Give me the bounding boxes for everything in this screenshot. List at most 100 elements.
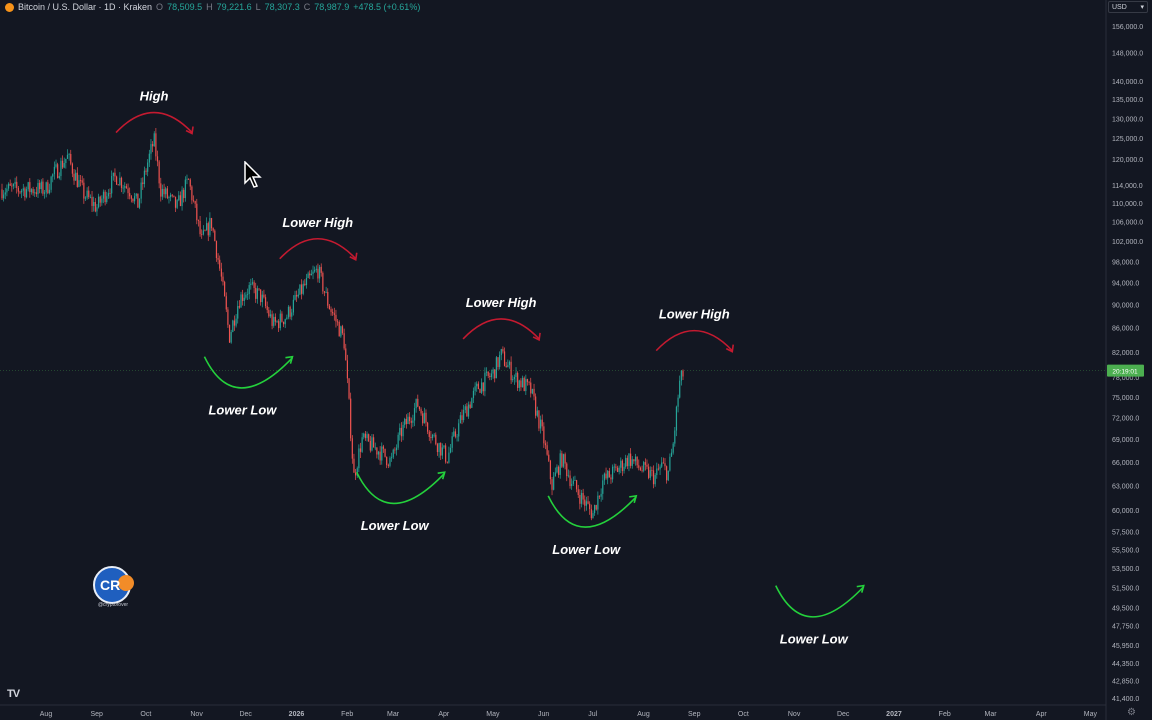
- currency-selector[interactable]: USD ▾: [1108, 1, 1148, 13]
- candle-body: [438, 442, 440, 453]
- candle-body: [554, 472, 556, 477]
- high-arc: [115, 111, 193, 134]
- candle-body: [153, 133, 155, 147]
- candle-body: [356, 468, 358, 476]
- candle-body: [250, 283, 252, 286]
- candle-body: [70, 154, 72, 164]
- candle-body: [323, 291, 326, 293]
- candle-body: [7, 183, 10, 189]
- x-tick-label: Nov: [788, 711, 801, 718]
- candle-body: [472, 390, 475, 399]
- candle-body: [407, 416, 409, 425]
- y-tick-label: 51,500.0: [1112, 585, 1139, 592]
- candle-body: [138, 198, 141, 208]
- candle-body: [114, 172, 116, 177]
- candle-body: [214, 230, 216, 242]
- candle-body: [579, 495, 581, 504]
- candle-body: [557, 466, 560, 475]
- candle-body: [309, 273, 311, 276]
- candle-body: [158, 161, 160, 184]
- candle-body: [312, 271, 314, 274]
- x-tick-label: 2027: [886, 711, 902, 718]
- candle-body: [381, 446, 383, 461]
- candle-body: [551, 479, 553, 490]
- arrowhead: [185, 126, 194, 135]
- candle-body: [79, 180, 82, 182]
- y-tick-label: 106,000.0: [1112, 220, 1143, 227]
- candle-body: [652, 470, 655, 485]
- candle-body: [361, 437, 363, 452]
- candle-body: [595, 505, 597, 510]
- tradingview-logo-icon[interactable]: TV: [7, 688, 20, 700]
- x-tick-label: Feb: [939, 711, 951, 718]
- candle-body: [564, 454, 566, 464]
- mouse-cursor-icon: [244, 161, 262, 188]
- candle-body: [225, 296, 227, 310]
- candle-body: [156, 156, 159, 162]
- candle-body: [299, 284, 301, 295]
- candle-body: [91, 196, 93, 206]
- y-tick-label: 94,000.0: [1112, 281, 1139, 288]
- candle-body: [63, 163, 65, 168]
- candle-body: [242, 294, 244, 301]
- candle-body: [593, 505, 596, 514]
- y-tick-label: 44,350.0: [1112, 661, 1139, 668]
- x-tick-label: May: [486, 711, 500, 718]
- candle-body: [562, 454, 565, 467]
- candle-body: [386, 456, 388, 465]
- currency-label: USD: [1112, 4, 1127, 11]
- candle-body: [327, 291, 329, 306]
- candle-body: [538, 410, 540, 429]
- candle-body: [119, 177, 121, 185]
- candle-body: [256, 288, 258, 299]
- candle-body: [310, 273, 312, 276]
- candle-body: [165, 188, 167, 195]
- candle-body: [445, 445, 447, 462]
- candle-body: [39, 182, 41, 190]
- candle-body: [559, 453, 561, 475]
- x-tick-label: Feb: [341, 711, 353, 718]
- gear-icon[interactable]: ⚙: [1127, 707, 1136, 718]
- y-tick-label: 53,500.0: [1112, 566, 1139, 573]
- candle-body: [440, 442, 442, 456]
- x-tick-label: Dec: [239, 711, 252, 718]
- candle-body: [273, 316, 275, 326]
- y-tick-label: 45,950.0: [1112, 643, 1139, 650]
- symbol-title[interactable]: Bitcoin / U.S. Dollar · 1D · Kraken: [18, 2, 153, 12]
- candle-body: [391, 457, 393, 459]
- y-tick-label: 98,000.0: [1112, 259, 1139, 266]
- candle-body: [14, 181, 16, 184]
- y-tick-label: 42,850.0: [1112, 679, 1139, 686]
- candle-body: [71, 163, 73, 174]
- candle-body: [178, 195, 180, 201]
- candle-body: [333, 313, 335, 315]
- candle-body: [479, 389, 481, 393]
- candle-body: [224, 281, 226, 297]
- candle-body: [354, 472, 357, 476]
- candle-body: [674, 430, 676, 444]
- candle-body: [366, 434, 368, 439]
- candle-body: [17, 187, 19, 192]
- x-tick-label: Apr: [1036, 711, 1048, 718]
- candle-body: [662, 462, 664, 464]
- candle-body: [492, 369, 494, 374]
- candle-body: [431, 434, 434, 438]
- candle-body: [525, 379, 527, 391]
- candle-body: [474, 386, 476, 391]
- candle-body: [24, 188, 26, 198]
- candle-body: [16, 181, 18, 188]
- x-tick-label: Aug: [40, 711, 53, 718]
- candle-body: [186, 178, 188, 180]
- candle-body: [399, 427, 401, 435]
- candle-body: [209, 218, 211, 236]
- watermark-initials: CR: [100, 577, 121, 593]
- candle-body: [133, 196, 136, 202]
- candle-body: [76, 172, 78, 187]
- change-value: +478.5 (+0.61%): [353, 2, 421, 12]
- low-label: Lower Low: [780, 632, 849, 647]
- candle-body: [533, 388, 535, 397]
- candle-body: [240, 294, 242, 308]
- candle-body: [212, 228, 214, 231]
- x-tick-label: Sep: [91, 711, 104, 718]
